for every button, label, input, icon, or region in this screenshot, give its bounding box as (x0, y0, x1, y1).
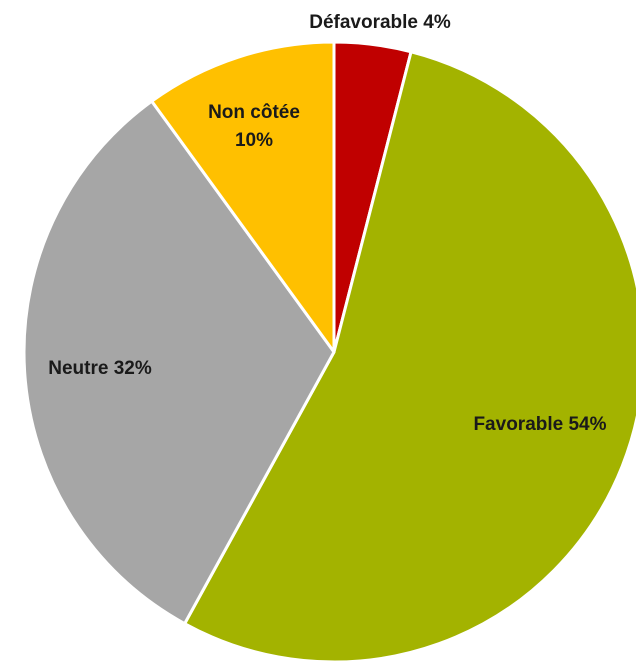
pie-slice-neutre (22, 99, 336, 626)
slice-label-line: Non côtée (208, 102, 300, 123)
pie-slice-favorable (183, 50, 636, 664)
slice-label-line: 10% (235, 130, 273, 151)
slice-label-favorable: Favorable 54% (473, 414, 606, 435)
slice-label-neutre: Neutre 32% (48, 358, 152, 379)
slice-label-non-c-t-e: Non côtée 10% (208, 102, 300, 151)
pie-slice-non-c-t-e (150, 40, 336, 354)
slice-label-d-favorable: Défavorable 4% (309, 12, 451, 33)
labels-layer: Défavorable 4% Favorable 54% Neutre 32% Non… (48, 12, 606, 435)
slices-layer (22, 40, 636, 664)
